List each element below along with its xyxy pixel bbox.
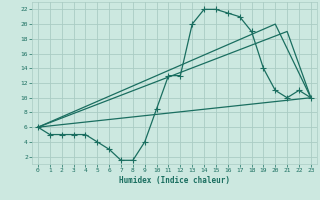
- X-axis label: Humidex (Indice chaleur): Humidex (Indice chaleur): [119, 176, 230, 185]
